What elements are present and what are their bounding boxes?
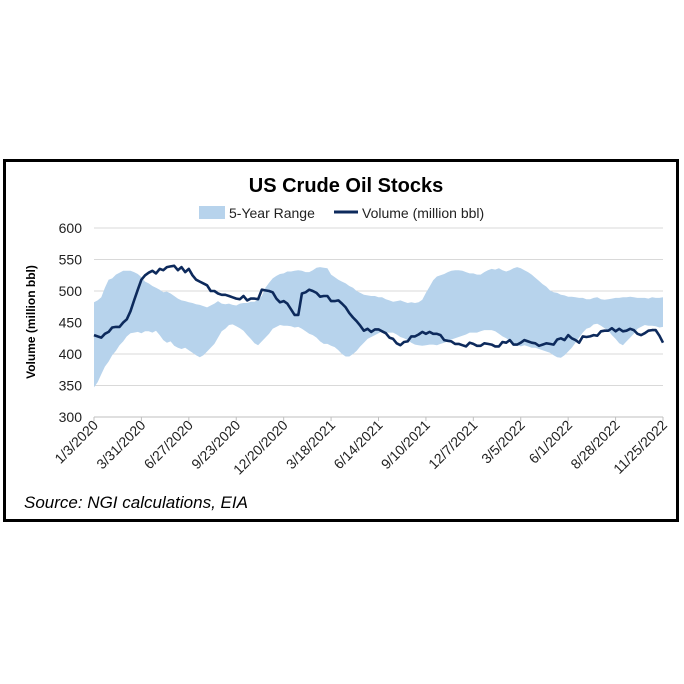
chart-svg: US Crude Oil Stocks 5-Year Range Volume … [24, 175, 670, 512]
x-tick-label-1: 3/31/2020 [93, 417, 149, 473]
y-tick-label-450: 450 [59, 315, 83, 331]
x-tick-label-8: 12/7/2021 [425, 417, 481, 473]
y-tick-label-550: 550 [59, 252, 83, 268]
y-axis-ticks: 300 350 400 450 500 550 600 [59, 220, 83, 425]
line-layer [93, 264, 665, 348]
chart-title: US Crude Oil Stocks [249, 175, 444, 197]
y-tick-label-300: 300 [59, 409, 83, 425]
y-tick-label-400: 400 [59, 346, 83, 362]
x-tick-label-7: 9/10/2021 [378, 417, 434, 473]
y-tick-label-350: 350 [59, 378, 83, 394]
legend-swatch-band [199, 206, 225, 219]
y-tick-label-500: 500 [59, 283, 83, 299]
volume-line [93, 264, 665, 348]
source-note: Source: NGI calculations, EIA [24, 493, 248, 512]
x-axis-ticks: 1/3/20203/31/20206/27/20209/23/202012/20… [51, 417, 670, 478]
five-year-range-band [94, 267, 663, 388]
legend: 5-Year Range Volume (million bbl) [199, 205, 484, 221]
legend-label-volume: Volume (million bbl) [362, 205, 484, 221]
x-tick-label-2: 6/27/2020 [141, 417, 197, 473]
legend-label-band: 5-Year Range [229, 205, 315, 221]
band-layer [94, 267, 663, 388]
x-tick-label-6: 6/14/2021 [330, 417, 386, 473]
x-tick-label-5: 3/18/2021 [283, 417, 339, 473]
y-tick-label-600: 600 [59, 220, 83, 236]
chart-frame: US Crude Oil Stocks 5-Year Range Volume … [3, 159, 679, 522]
x-tick-label-9: 3/5/2022 [478, 417, 528, 467]
y-axis-label: Volume (million bbl) [24, 265, 38, 379]
